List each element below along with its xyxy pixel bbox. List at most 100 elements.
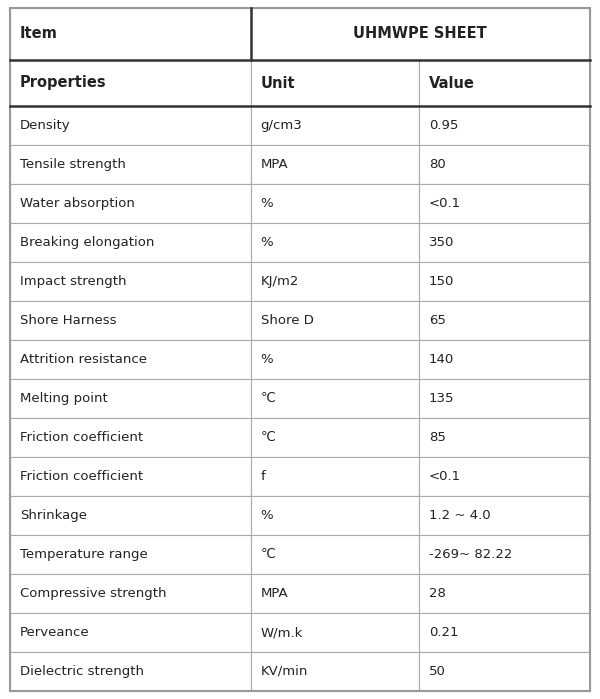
Bar [251,574,419,613]
Bar [10,184,251,223]
Text: 80: 80 [429,158,446,171]
Text: 0.21: 0.21 [429,626,458,639]
Text: 65: 65 [429,314,446,327]
Text: Friction coefficient: Friction coefficient [20,431,143,444]
Bar [419,184,590,223]
Bar [419,418,590,457]
Text: 1.2 ~ 4.0: 1.2 ~ 4.0 [429,509,491,522]
Bar [419,652,590,691]
Bar [251,145,419,184]
Bar [10,8,251,60]
Bar [251,106,419,145]
Text: KJ/m2: KJ/m2 [260,275,299,288]
Bar [251,457,419,496]
Text: %: % [260,509,274,522]
Bar [251,301,419,340]
Text: %: % [260,353,274,366]
Bar [419,340,590,379]
Text: Tensile strength: Tensile strength [20,158,126,171]
Text: Attrition resistance: Attrition resistance [20,353,147,366]
Bar [251,340,419,379]
Text: Unit: Unit [260,75,295,90]
Text: Temperature range: Temperature range [20,548,148,561]
Bar [10,340,251,379]
Text: W/m.k: W/m.k [260,626,303,639]
Text: ℃: ℃ [260,548,275,561]
Bar [251,60,419,106]
Bar [10,574,251,613]
Bar [10,457,251,496]
Text: Water absorption: Water absorption [20,197,135,210]
Text: 0.95: 0.95 [429,119,458,132]
Bar [251,262,419,301]
Text: Friction coefficient: Friction coefficient [20,470,143,483]
Text: 140: 140 [429,353,454,366]
Text: Compressive strength: Compressive strength [20,587,167,600]
Text: MPA: MPA [260,158,289,171]
Bar [419,301,590,340]
Bar [10,535,251,574]
Bar [419,613,590,652]
Text: Melting point: Melting point [20,392,108,405]
Text: 135: 135 [429,392,454,405]
Text: UHMWPE SHEET: UHMWPE SHEET [353,27,487,41]
Text: Properties: Properties [20,75,107,90]
Text: %: % [260,236,274,249]
Text: Impact strength: Impact strength [20,275,127,288]
Text: Perveance: Perveance [20,626,89,639]
Bar [10,379,251,418]
Text: ℃: ℃ [260,392,275,405]
Bar [10,106,251,145]
Bar [10,652,251,691]
Text: Density: Density [20,119,71,132]
Text: <0.1: <0.1 [429,197,461,210]
Bar [251,496,419,535]
Bar [251,652,419,691]
Bar [419,145,590,184]
Text: KV/min: KV/min [260,665,308,678]
Bar [419,223,590,262]
Text: ℃: ℃ [260,431,275,444]
Text: Shrinkage: Shrinkage [20,509,87,522]
Text: f: f [260,470,265,483]
Bar [419,457,590,496]
Bar [10,145,251,184]
Text: 350: 350 [429,236,454,249]
Bar [10,223,251,262]
Bar [419,106,590,145]
Text: 28: 28 [429,587,446,600]
Text: Dielectric strength: Dielectric strength [20,665,144,678]
Bar [10,613,251,652]
Bar [251,379,419,418]
Text: %: % [260,197,274,210]
Bar [419,496,590,535]
Bar [10,301,251,340]
Text: MPA: MPA [260,587,289,600]
Bar [419,60,590,106]
Text: Shore Harness: Shore Harness [20,314,116,327]
Bar [10,262,251,301]
Bar [251,613,419,652]
Bar [10,496,251,535]
Text: 50: 50 [429,665,446,678]
Bar [419,574,590,613]
Bar [419,262,590,301]
Bar [251,8,590,60]
Bar [251,184,419,223]
Text: -269~ 82.22: -269~ 82.22 [429,548,512,561]
Text: 85: 85 [429,431,446,444]
Bar [419,535,590,574]
Bar [251,223,419,262]
Text: g/cm3: g/cm3 [260,119,302,132]
Text: Breaking elongation: Breaking elongation [20,236,154,249]
Bar [251,535,419,574]
Text: <0.1: <0.1 [429,470,461,483]
Bar [251,418,419,457]
Text: 150: 150 [429,275,454,288]
Bar [10,418,251,457]
Text: Item: Item [20,27,58,41]
Text: Value: Value [429,75,475,90]
Text: Shore D: Shore D [260,314,314,327]
Bar [10,60,251,106]
Bar [419,379,590,418]
